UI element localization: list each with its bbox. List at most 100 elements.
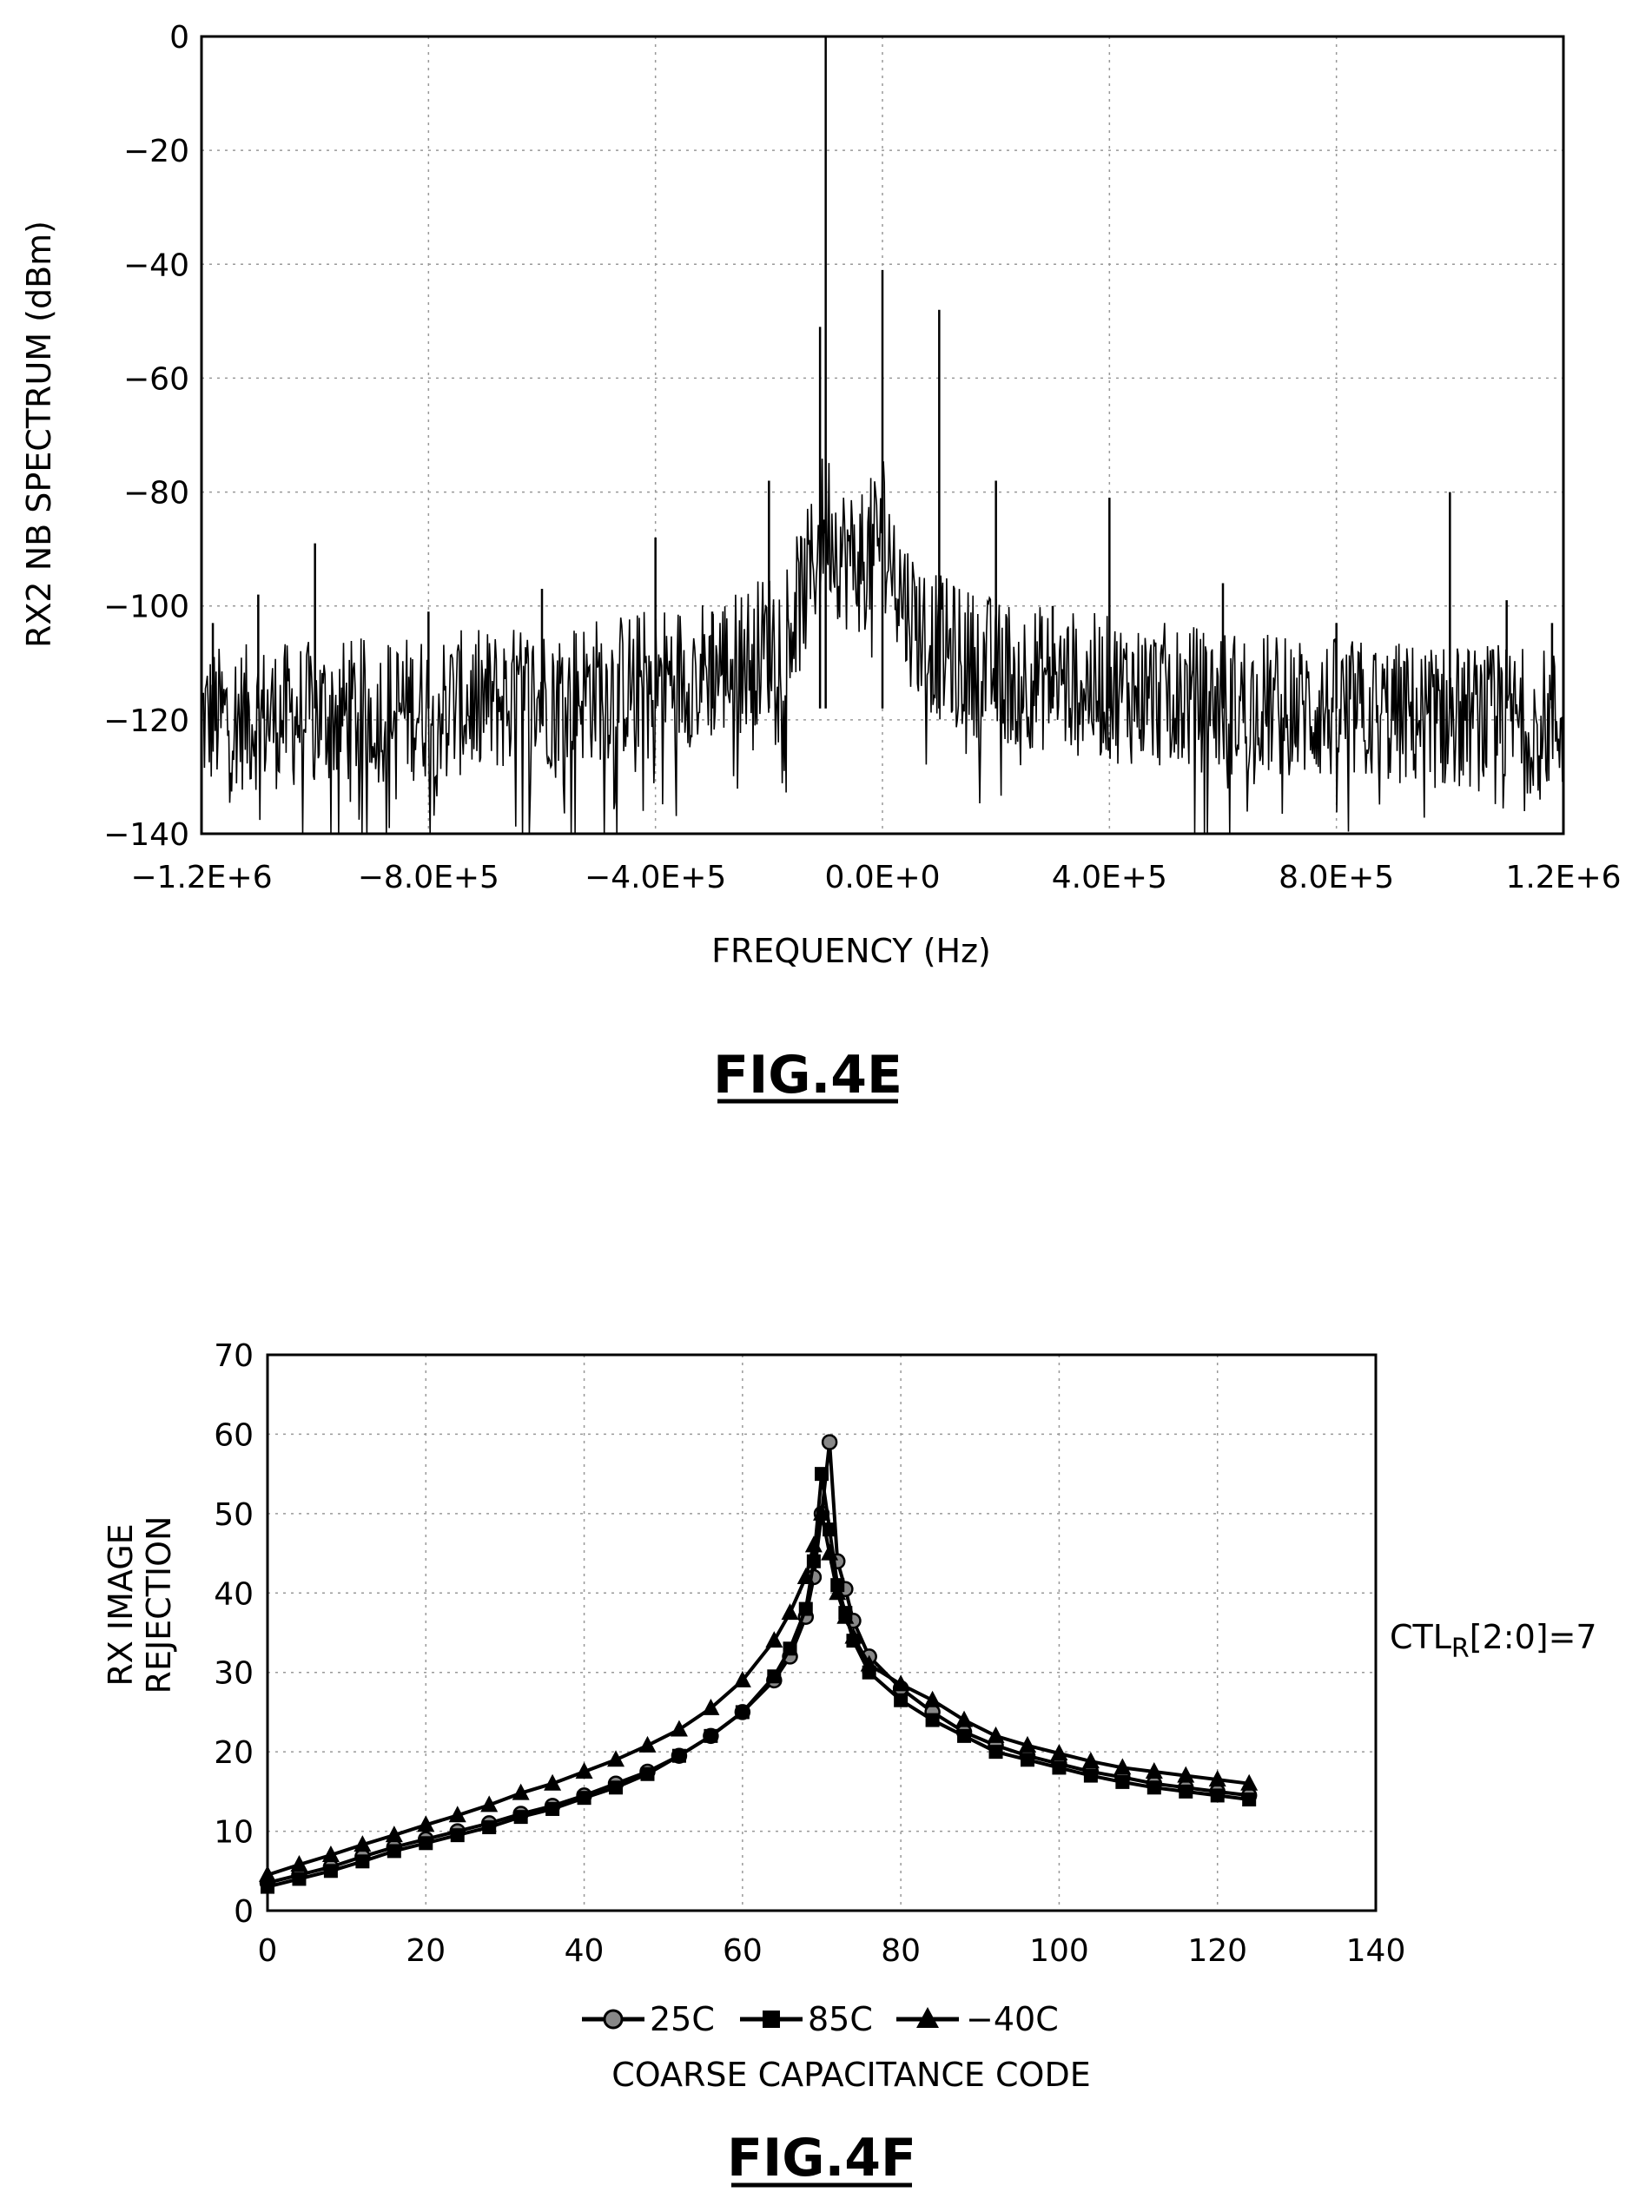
series-point bbox=[1240, 1773, 1259, 1791]
legend-label-25c: 25C bbox=[650, 2000, 715, 2038]
series-point bbox=[321, 1846, 340, 1862]
rejection-y-tick-label: 50 bbox=[214, 1497, 254, 1533]
figure-label-4f: FIG.4F bbox=[727, 2128, 916, 2189]
series-line bbox=[267, 1513, 1250, 1877]
ctl-annotation-sub: R bbox=[1451, 1634, 1470, 1664]
series-point bbox=[894, 1693, 909, 1707]
rejection-x-axis-label: COARSE CAPACITANCE CODE bbox=[611, 2056, 1090, 2094]
spectrum-x-ticks: −1.2E+6 −8.0E+5 −4.0E+5 0.0E+0 4.0E+5 8.0E+5 1… bbox=[130, 860, 1621, 895]
series-point bbox=[821, 1543, 839, 1561]
series-point bbox=[1177, 1766, 1195, 1783]
rejection-y-tick-label: 70 bbox=[214, 1338, 254, 1374]
spectrum-chart: 0 −20 −40 −60 −80 −100 −120 −140 −1.2E+6 −8.0E+5… bbox=[20, 20, 1622, 1106]
legend-label-85c: 85C bbox=[808, 2000, 873, 2038]
series-point bbox=[261, 1879, 274, 1894]
spectrum-x-axis-label: FREQUENCY (Hz) bbox=[711, 932, 991, 970]
spectrum-x-tick-label: −8.0E+5 bbox=[358, 860, 499, 895]
series-point bbox=[804, 1535, 823, 1553]
spectrum-peaks bbox=[211, 36, 1554, 709]
series-point bbox=[796, 1568, 815, 1584]
series-point bbox=[385, 1826, 403, 1843]
series-point bbox=[1145, 1762, 1163, 1779]
series-point bbox=[482, 1820, 497, 1834]
series-point bbox=[1052, 1760, 1067, 1775]
series-point bbox=[781, 1603, 799, 1621]
series-point bbox=[450, 1828, 465, 1843]
series-point bbox=[323, 1864, 338, 1879]
spectrum-y-tick-label: −40 bbox=[123, 248, 189, 283]
rejection-y-tick-label: 60 bbox=[214, 1417, 254, 1453]
series-point bbox=[290, 1854, 308, 1872]
series-point bbox=[813, 1503, 830, 1521]
series-point bbox=[512, 1783, 530, 1800]
series-point bbox=[1020, 1753, 1034, 1767]
rejection-x-tick-label: 120 bbox=[1187, 1933, 1247, 1969]
spectrum-y-tick-label: −100 bbox=[103, 590, 189, 625]
series-point bbox=[355, 1854, 370, 1869]
series-point bbox=[923, 1690, 942, 1707]
rejection-x-ticks: 0 20 40 60 80 100 120 140 bbox=[258, 1933, 1406, 1969]
image-rejection-chart: 0 10 20 30 40 50 60 70 0 20 40 60 80 100 120 140 RX IM… bbox=[102, 1338, 1597, 2189]
spectrum-y-ticks: 0 −20 −40 −60 −80 −100 −120 −140 bbox=[103, 20, 189, 853]
series-point bbox=[607, 1750, 625, 1767]
rejection-x-tick-label: 140 bbox=[1346, 1933, 1406, 1969]
series-point bbox=[704, 1728, 718, 1743]
series-point bbox=[1083, 1768, 1098, 1783]
series-point bbox=[735, 1705, 750, 1720]
rejection-legend: 25C 85C −40C bbox=[582, 2000, 1059, 2038]
rejection-series bbox=[259, 1434, 1259, 1894]
series-point bbox=[1208, 1770, 1226, 1787]
series-1 bbox=[261, 1467, 1257, 1894]
series-point bbox=[513, 1810, 528, 1825]
series-point bbox=[925, 1713, 940, 1727]
ctl-annotation-rest: [2:0]=7 bbox=[1470, 1618, 1597, 1656]
series-2 bbox=[259, 1503, 1259, 1882]
spectrum-y-tick-label: 0 bbox=[169, 20, 189, 56]
legend-item-neg40c: −40C bbox=[896, 2000, 1059, 2038]
rejection-y-tick-label: 0 bbox=[234, 1894, 254, 1930]
series-point bbox=[448, 1806, 466, 1823]
rejection-y-tick-label: 10 bbox=[214, 1815, 254, 1851]
spectrum-x-tick-label: 4.0E+5 bbox=[1052, 860, 1167, 895]
series-point bbox=[1146, 1780, 1161, 1795]
spectrum-x-tick-label: 8.0E+5 bbox=[1279, 860, 1394, 895]
spectrum-y-tick-label: −120 bbox=[103, 703, 189, 739]
series-point bbox=[1113, 1758, 1132, 1775]
spectrum-y-tick-label: −20 bbox=[123, 134, 189, 169]
ctl-annotation: CTLR[2:0]=7 bbox=[1390, 1618, 1597, 1664]
series-point bbox=[892, 1674, 910, 1692]
series-point bbox=[815, 1467, 829, 1482]
rejection-y-tick-label: 30 bbox=[214, 1656, 254, 1692]
rejection-x-tick-label: 60 bbox=[723, 1933, 763, 1969]
series-point bbox=[733, 1670, 751, 1687]
series-point bbox=[545, 1801, 560, 1816]
rejection-x-tick-label: 100 bbox=[1029, 1933, 1089, 1969]
series-line bbox=[267, 1473, 1250, 1889]
rejection-x-tick-label: 40 bbox=[565, 1933, 605, 1969]
series-point bbox=[1115, 1774, 1130, 1789]
series-point bbox=[1018, 1735, 1036, 1753]
spectrum-x-tick-label: −1.2E+6 bbox=[130, 860, 272, 895]
series-point bbox=[836, 1607, 855, 1624]
legend-item-25c: 25C bbox=[582, 2000, 715, 2038]
series-point bbox=[1179, 1784, 1193, 1799]
series-point bbox=[609, 1780, 624, 1795]
spectrum-y-tick-label: −60 bbox=[123, 361, 189, 397]
figure-label-4e: FIG.4E bbox=[713, 1045, 902, 1106]
rejection-x-tick-label: 80 bbox=[881, 1933, 921, 1969]
series-point bbox=[829, 1583, 847, 1601]
series-point bbox=[844, 1627, 862, 1644]
rejection-y-tick-label: 40 bbox=[214, 1576, 254, 1612]
series-point bbox=[670, 1720, 688, 1737]
series-point bbox=[1210, 1788, 1225, 1803]
spectrum-y-tick-label: −80 bbox=[123, 476, 189, 512]
ctl-annotation-main: CTL bbox=[1390, 1618, 1451, 1656]
rejection-x-tick-label: 0 bbox=[258, 1933, 278, 1969]
spectrum-x-tick-label: 0.0E+0 bbox=[824, 860, 940, 895]
series-point bbox=[767, 1669, 782, 1684]
series-point bbox=[292, 1872, 307, 1886]
series-point bbox=[1050, 1743, 1068, 1760]
series-point bbox=[480, 1795, 499, 1813]
series-point bbox=[544, 1773, 562, 1791]
